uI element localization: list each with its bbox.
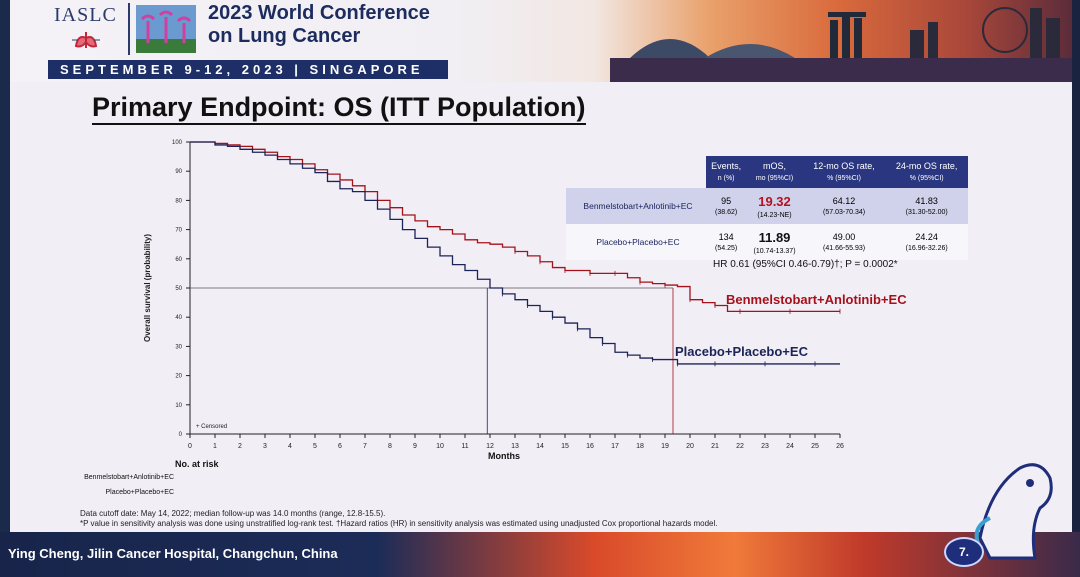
conference-dates: SEPTEMBER 9-12, 2023 | SINGAPORE: [48, 60, 448, 79]
x-tick-label: 22: [736, 443, 744, 450]
conference-emblem: [128, 3, 200, 55]
y-tick-label: 70: [175, 228, 182, 234]
skyline-illustration: [610, 7, 1072, 82]
projected-slide: IASLC 2023 World Conference on Lung Canc…: [10, 0, 1072, 545]
presenter-credit: Ying Cheng, Jilin Cancer Hospital, Chang…: [8, 546, 338, 561]
os-summary-table: Events, n (%) mOS, mo (95%CI) 12-mo OS rat…: [566, 156, 968, 260]
table-corner: [566, 156, 706, 188]
risk-row-label: Placebo+Placebo+EC: [105, 489, 175, 496]
page-number-badge: 7.: [944, 537, 984, 567]
x-axis-label: Months: [488, 451, 520, 461]
mos-cell: 19.32 (14.23-NE): [746, 188, 803, 224]
col-os24: 24-mo OS rate,% (95%CI): [885, 156, 968, 188]
x-tick-label: 21: [711, 443, 719, 450]
x-tick-label: 12: [486, 443, 494, 450]
x-tick-label: 15: [561, 443, 569, 450]
y-tick-label: 10: [175, 403, 182, 409]
y-tick-label: 100: [172, 140, 183, 146]
km-curve-benmelstobart: [190, 141, 840, 313]
merlion-icon: [974, 463, 1053, 560]
y-tick-label: 60: [175, 257, 182, 263]
os12-cell: 64.12 (57.03-70.34): [802, 188, 886, 224]
conference-title-line2: on Lung Cancer: [208, 25, 361, 47]
risk-row-label: Benmelstobart+Anlotinib+EC: [84, 474, 174, 481]
os12-cell: 49.00 (41.66-55.93): [802, 224, 886, 260]
y-tick-label: 50: [175, 286, 182, 292]
x-tick-label: 0: [188, 443, 192, 450]
censored-legend: + Censored: [196, 424, 227, 430]
x-tick-label: 26: [836, 443, 844, 450]
x-tick-label: 8: [388, 443, 392, 450]
x-tick-label: 17: [611, 443, 619, 450]
x-tick-label: 14: [536, 443, 544, 450]
x-tick-label: 10: [436, 443, 444, 450]
table-row: Benmelstobart+Anlotinib+EC 95 (38.62) 19.…: [566, 188, 968, 224]
x-tick-label: 18: [636, 443, 644, 450]
footnote-methods: *P value in sensitivity analysis was don…: [80, 519, 718, 528]
col-os12: 12-mo OS rate,% (95%CI): [802, 156, 886, 188]
footnotes: Data cutoff date: May 14, 2022; median f…: [80, 509, 718, 529]
x-tick-label: 3: [263, 443, 267, 450]
lung-icon: [72, 32, 100, 48]
x-tick-label: 25: [811, 443, 819, 450]
os24-cell: 41.83 (31.30-52.00): [885, 188, 968, 224]
supertree-icon: [136, 5, 196, 53]
footnote-cutoff: Data cutoff date: May 14, 2022; median f…: [80, 509, 386, 518]
km-curve-placebo: [190, 141, 840, 365]
table-row: Placebo+Placebo+EC 134 (54.25) 11.89 (10.7…: [566, 224, 968, 260]
x-tick-label: 19: [661, 443, 669, 450]
mos-cell: 11.89 (10.74-13.37): [746, 224, 803, 260]
x-tick-label: 13: [511, 443, 519, 450]
arm-label: Placebo+Placebo+EC: [566, 224, 706, 260]
x-tick-label: 4: [288, 443, 292, 450]
y-tick-label: 90: [175, 169, 182, 175]
y-tick-label: 80: [175, 198, 182, 204]
iaslc-logo-text: IASLC: [54, 4, 117, 26]
y-tick-label: 0: [179, 432, 183, 438]
series-label-placebo: Placebo+Placebo+EC: [675, 344, 808, 359]
footer-band: [0, 532, 1080, 577]
events-cell: 95 (38.62): [706, 188, 747, 224]
x-tick-label: 9: [413, 443, 417, 450]
y-tick-label: 40: [175, 315, 182, 321]
x-tick-label: 2: [238, 443, 242, 450]
conference-title-line1: 2023 World Conference: [208, 2, 430, 24]
x-tick-label: 6: [338, 443, 342, 450]
x-tick-label: 5: [313, 443, 317, 450]
os24-cell: 24.24 (16.96-32.26): [885, 224, 968, 260]
series-label-benmelstobart: Benmelstobart+Anlotinib+EC: [726, 292, 907, 307]
col-events: Events, n (%): [706, 156, 747, 188]
x-tick-label: 1: [213, 443, 217, 450]
col-mos: mOS, mo (95%CI): [746, 156, 803, 188]
events-cell: 134 (54.25): [706, 224, 747, 260]
x-tick-label: 23: [761, 443, 769, 450]
x-tick-label: 11: [461, 443, 468, 450]
slide-title: Primary Endpoint: OS (ITT Population): [92, 92, 586, 125]
conference-header: IASLC 2023 World Conference on Lung Canc…: [10, 0, 1072, 82]
x-tick-label: 7: [363, 443, 367, 450]
x-tick-label: 20: [686, 443, 694, 450]
y-tick-label: 20: [175, 374, 182, 380]
arm-label: Benmelstobart+Anlotinib+EC: [566, 188, 706, 224]
y-tick-label: 30: [175, 344, 182, 350]
y-axis-label: Overall survival (probability): [143, 234, 152, 342]
x-tick-label: 16: [586, 443, 594, 450]
number-at-risk-heading: No. at risk: [175, 459, 219, 469]
x-tick-label: 24: [786, 443, 794, 450]
hazard-ratio-text: HR 0.61 (95%CI 0.46-0.79)†; P = 0.0002*: [713, 259, 898, 270]
